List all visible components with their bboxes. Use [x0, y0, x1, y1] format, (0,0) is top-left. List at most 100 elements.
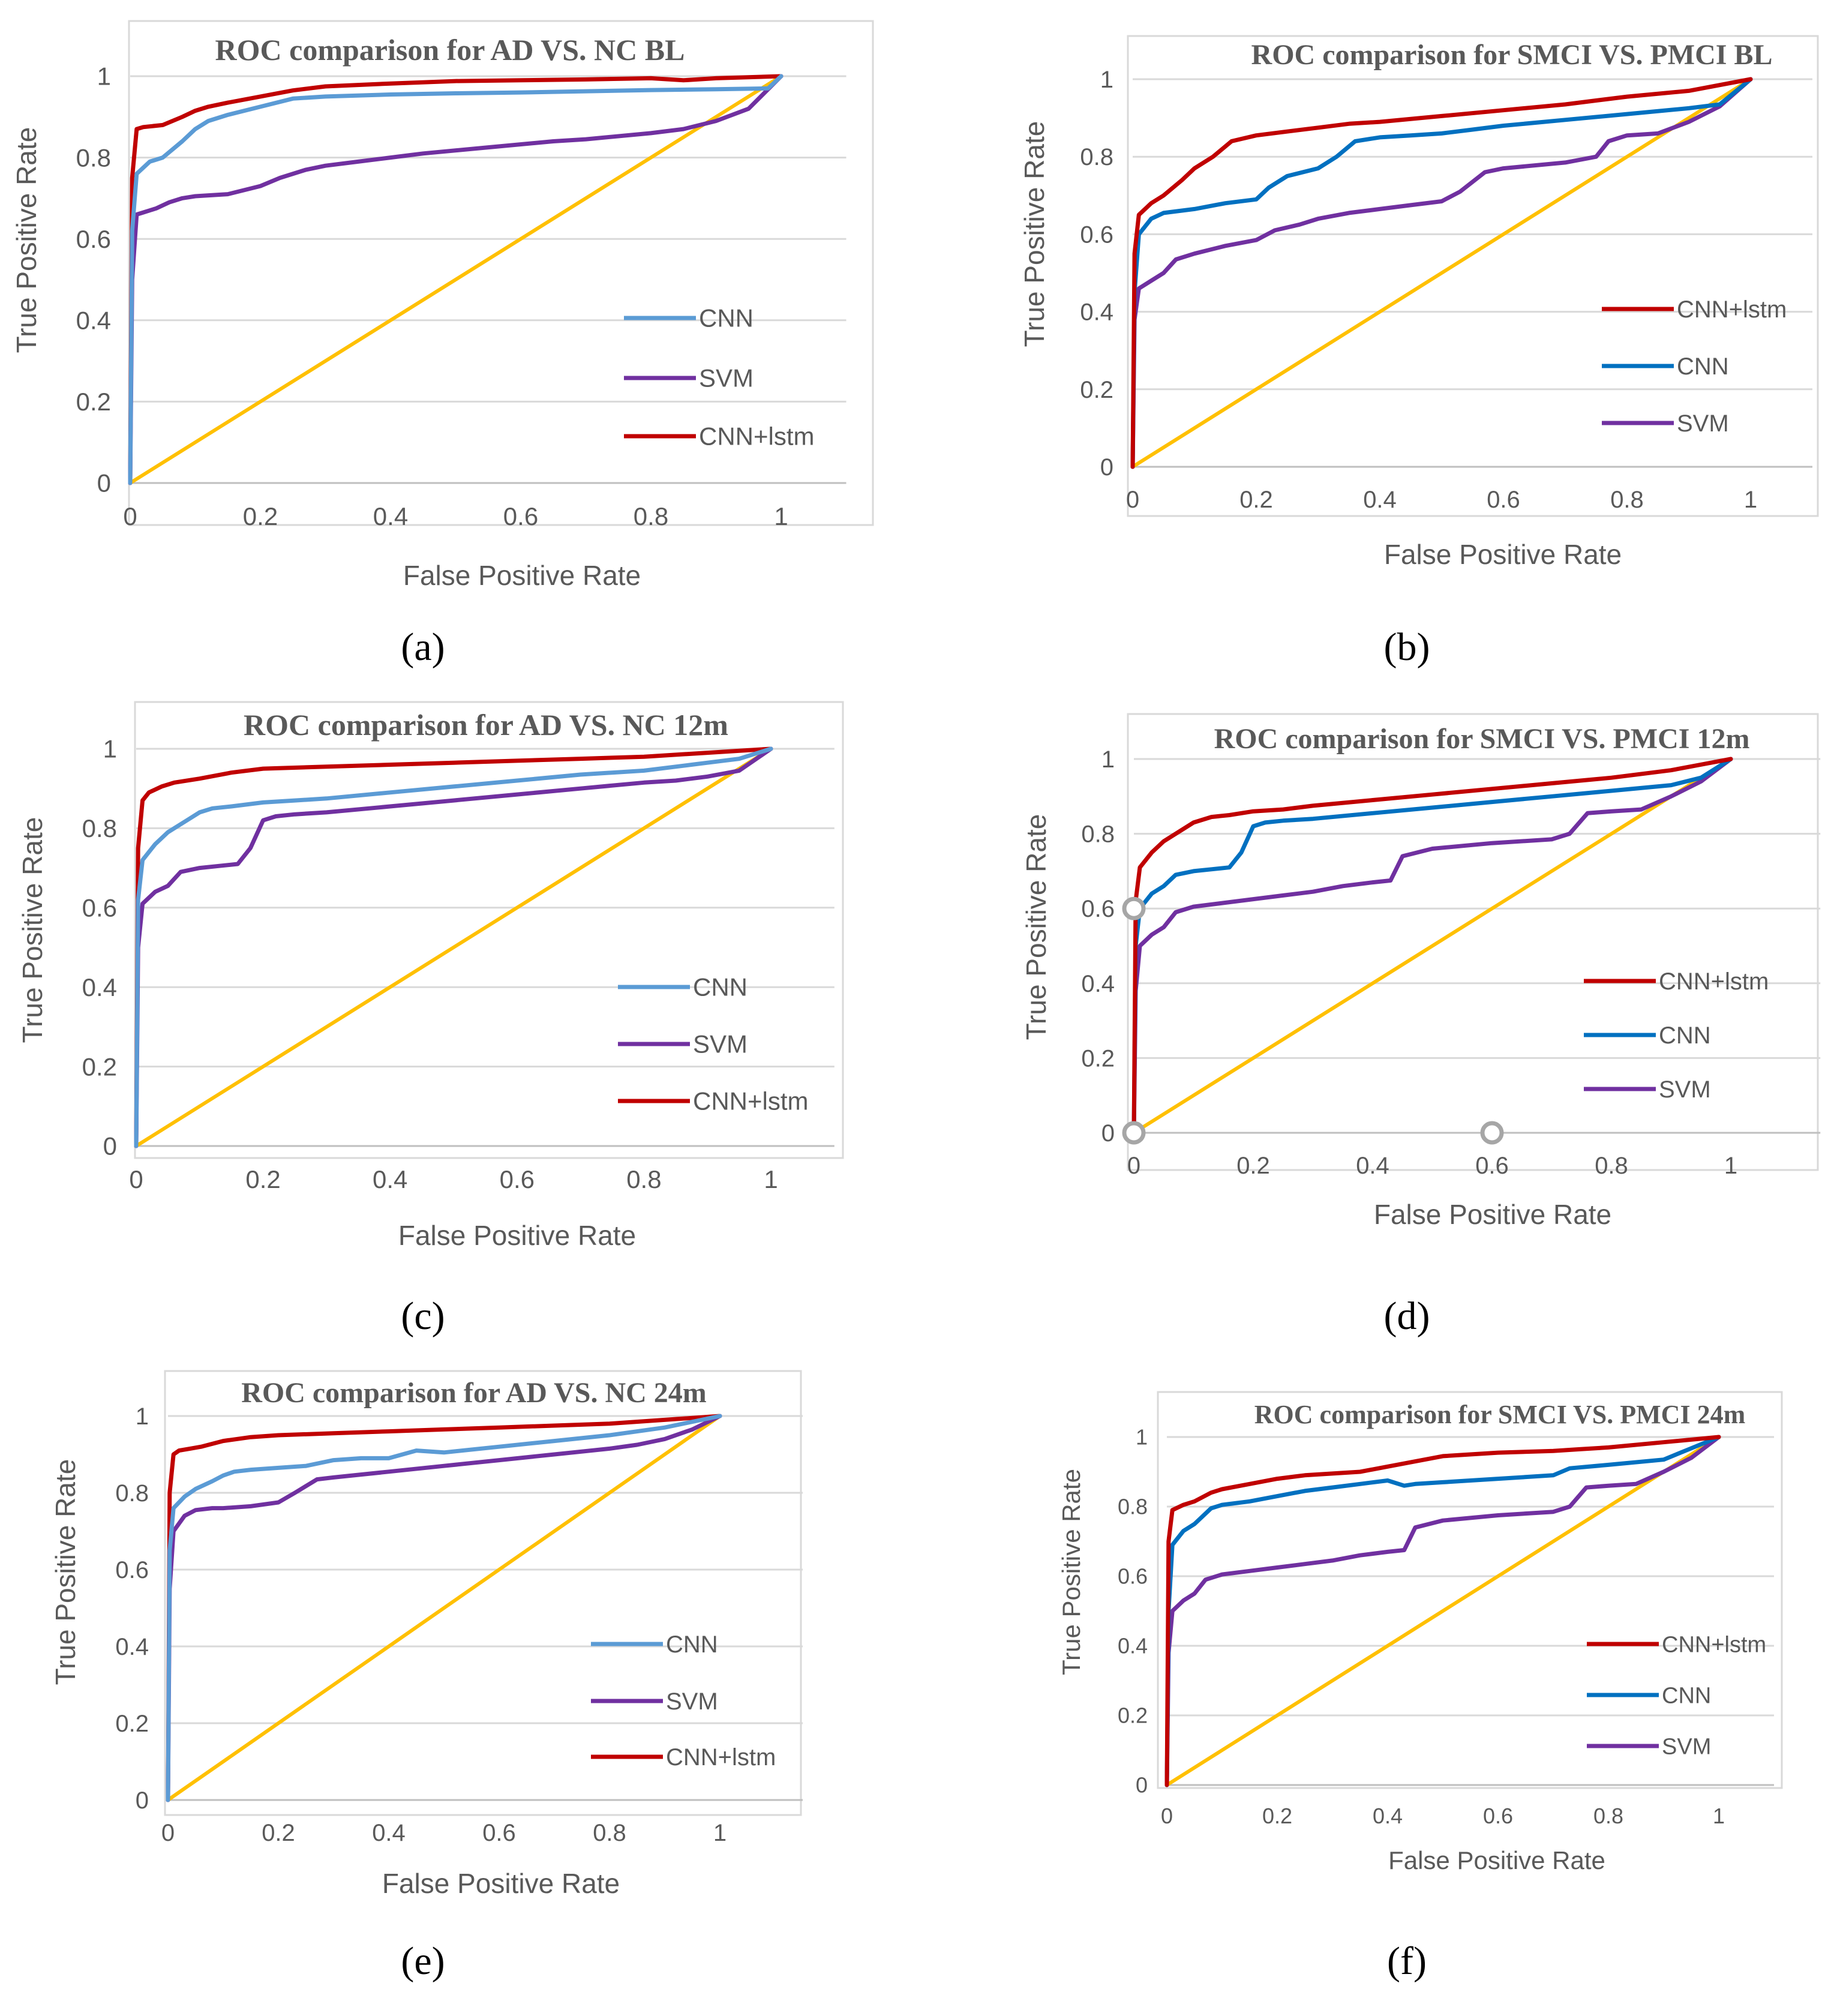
y-tick-label: 0.4 [1081, 971, 1115, 997]
legend-label-cnn: CNN [1662, 1683, 1711, 1708]
y-tick-label: 0 [97, 469, 111, 497]
x-tick-label: 0.2 [1236, 1153, 1270, 1179]
series-line-diagonal [1131, 77, 1752, 469]
x-tick-label: 1 [764, 1165, 778, 1193]
x-axis-label: False Positive Rate [1384, 539, 1622, 570]
y-tick-label: 0.4 [1118, 1634, 1148, 1658]
chart-border [1127, 713, 1819, 1171]
series-line-cnn-lstm [1130, 77, 1753, 469]
series-line-cnn-lstm [166, 1414, 722, 1802]
y-tick-label: 0.2 [1118, 1703, 1148, 1728]
y-tick-label: 1 [1100, 67, 1113, 93]
chart-title: ROC comparison for AD VS. NC 24m [241, 1377, 707, 1409]
series-line-cnn [1130, 77, 1753, 469]
y-tick-label: 0.8 [76, 143, 111, 172]
x-tick-label: 0 [1127, 1153, 1140, 1179]
x-tick-label: 0.2 [245, 1165, 280, 1193]
panel-caption: (e) [401, 1939, 445, 1983]
legend-label-cnn-lstm: CNN+lstm [1662, 1632, 1766, 1657]
chart-title: ROC comparison for SMCI VS. PMCI BL [1251, 39, 1773, 71]
x-tick-label: 0.4 [373, 1165, 407, 1193]
y-tick-label: 0.8 [1118, 1495, 1148, 1519]
y-tick-label: 1 [1136, 1425, 1148, 1450]
y-tick-label: 0.2 [115, 1711, 149, 1737]
legend-label-cnn: CNN [666, 1631, 718, 1658]
legend-label-cnn-lstm: CNN+lstm [699, 422, 815, 451]
x-tick-label: 0.2 [1262, 1804, 1292, 1828]
series-line-svm [1164, 1435, 1721, 1787]
y-tick-label: 0.6 [76, 225, 111, 253]
y-tick-label: 0.8 [1080, 144, 1113, 170]
chart-panel-c: 0 0.2 0.4 0.6 0.8 1 0 0.2 0.4 0.6 0.8 1 CNN SVM CNN+ls… [17, 701, 844, 1338]
y-tick-label: 0.4 [76, 307, 111, 335]
y-tick-label: 0 [103, 1132, 117, 1160]
data-point-marker [1122, 896, 1146, 920]
series-line-cnn-lstm [134, 746, 773, 1148]
x-tick-label: 1 [1724, 1153, 1737, 1179]
x-tick-label: 0.8 [1610, 487, 1644, 513]
y-tick-label: 0 [136, 1787, 149, 1814]
series-line-cnn [128, 74, 784, 485]
series-line-cnn [1164, 1435, 1721, 1787]
legend-label-cnn: CNN [1659, 1022, 1711, 1049]
series-line-cnn-lstm [128, 74, 784, 485]
y-tick-label: 0.2 [1081, 1045, 1115, 1072]
series-line-cnn [134, 746, 773, 1148]
legend-label-cnn-lstm: CNN+lstm [666, 1744, 776, 1771]
y-tick-label: 0 [1136, 1773, 1148, 1798]
y-tick-label: 0.4 [82, 973, 117, 1001]
y-axis-label: True Positive Rate [50, 1459, 81, 1685]
x-tick-label: 0.6 [1483, 1804, 1513, 1828]
x-tick-label: 0.6 [500, 1165, 535, 1193]
legend-label-cnn-lstm: CNN+lstm [1659, 968, 1769, 995]
panel-caption: (a) [401, 625, 445, 669]
x-tick-label: 0.8 [1595, 1153, 1628, 1179]
y-axis-label: True Positive Rate [11, 127, 42, 353]
y-tick-label: 0 [1100, 454, 1113, 481]
chart-border [1127, 35, 1819, 517]
chart-border [1157, 1391, 1783, 1789]
y-tick-label: 0.8 [115, 1480, 149, 1507]
panel-caption: (d) [1384, 1294, 1430, 1338]
x-tick-label: 0.2 [262, 1820, 295, 1846]
x-axis-label: False Positive Rate [1374, 1199, 1611, 1230]
x-tick-label: 0.4 [1373, 1804, 1403, 1828]
panel-caption: (c) [401, 1294, 445, 1338]
x-tick-label: 0 [161, 1820, 175, 1846]
y-axis-label: True Positive Rate [1057, 1469, 1085, 1675]
chart-border [164, 1370, 802, 1816]
x-tick-label: 0.8 [626, 1165, 661, 1193]
series-line-diagonal [1165, 1435, 1721, 1787]
legend-label-svm: SVM [1677, 410, 1729, 437]
y-tick-label: 0.2 [82, 1052, 117, 1081]
chart-panel-a: 0 0.2 0.4 0.6 0.8 1 0 0.2 0.4 0.6 0.8 1 CNN SVM CNN+ls… [11, 20, 874, 669]
legend-label-cnn: CNN [693, 973, 748, 1001]
y-tick-label: 1 [103, 735, 117, 763]
x-tick-label: 0 [129, 1165, 143, 1193]
legend-label-svm: SVM [1659, 1076, 1711, 1103]
y-axis-label: True Positive Rate [1020, 814, 1052, 1040]
x-tick-label: 0.2 [243, 502, 278, 530]
y-tick-label: 0.8 [82, 814, 117, 842]
legend-label-svm: SVM [666, 1688, 718, 1715]
series-line-cnn-lstm [1164, 1435, 1721, 1787]
y-tick-label: 0.6 [115, 1557, 149, 1583]
x-axis-label: False Positive Rate [398, 1220, 636, 1251]
y-tick-label: 0.6 [1118, 1564, 1148, 1589]
chart-panel-d: 0 0.2 0.4 0.6 0.8 1 0 0.2 0.4 0.6 0.8 1 CNN+lstm CNN S… [1020, 713, 1821, 1338]
x-tick-label: 0.6 [1487, 487, 1520, 513]
series-line-svm [1131, 757, 1733, 1135]
x-tick-label: 0 [1126, 487, 1139, 513]
chart-panel-e: 0 0.2 0.4 0.6 0.8 1 0 0.2 0.4 0.6 0.8 1 CNN SVM CNN+ls… [50, 1370, 803, 1983]
data-point-marker [1122, 1121, 1146, 1145]
data-point-marker [1480, 1121, 1504, 1145]
y-tick-label: 0.6 [1081, 896, 1115, 922]
y-tick-label: 1 [1101, 746, 1115, 773]
y-tick-label: 1 [97, 62, 111, 91]
series-line-diagonal [128, 74, 783, 485]
series-line-diagonal [166, 1414, 722, 1802]
series-line-cnn [1131, 757, 1733, 1135]
x-tick-label: 0.6 [482, 1820, 516, 1846]
series-line-cnn-lstm [1131, 757, 1733, 1135]
